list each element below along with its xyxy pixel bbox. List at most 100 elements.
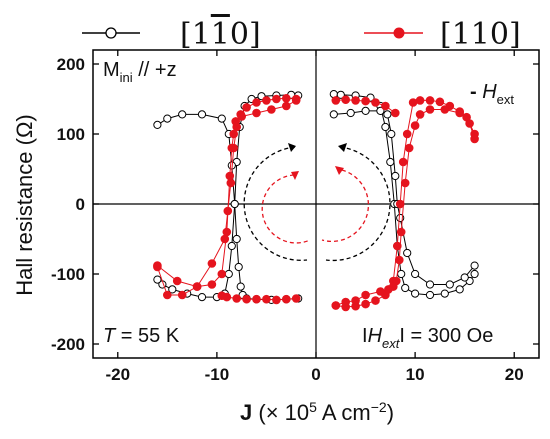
data-point — [329, 110, 338, 119]
data-point — [435, 97, 445, 107]
data-point — [197, 293, 207, 302]
data-point — [163, 114, 172, 123]
legend-marker-1-10 — [105, 27, 117, 39]
annotation-field-magnitude: IHextI = 300 Oe — [362, 325, 493, 351]
data-point — [395, 199, 405, 209]
data-point — [197, 110, 207, 119]
data-point — [425, 290, 435, 300]
data-point — [384, 285, 393, 294]
series-line — [157, 94, 299, 298]
data-point — [361, 299, 370, 309]
data-point — [291, 294, 301, 303]
data-point — [425, 105, 435, 114]
data-point — [460, 273, 469, 282]
data-point — [394, 255, 404, 265]
data-point — [415, 96, 425, 105]
series-1-branch — [329, 106, 479, 289]
legend-label-110: [110] — [440, 17, 521, 52]
series-line — [156, 97, 297, 296]
data-point — [237, 112, 246, 121]
series-2-branch — [217, 291, 301, 305]
data-point — [391, 171, 400, 181]
y-tick-label: -100 — [51, 265, 85, 284]
data-point — [331, 96, 341, 105]
data-point — [361, 106, 370, 116]
data-point — [217, 269, 227, 279]
legend-label-1-10: [110] — [180, 17, 261, 52]
data-point — [242, 294, 251, 304]
series-2-branch — [153, 96, 301, 291]
data-point — [281, 101, 291, 111]
data-point — [229, 129, 238, 139]
data-point — [455, 108, 465, 118]
data-point — [341, 297, 351, 307]
data-point — [234, 262, 243, 272]
data-point — [252, 108, 261, 118]
data-point — [222, 292, 232, 302]
data-point — [371, 98, 380, 107]
y-tick-label: 100 — [57, 125, 85, 144]
data-point — [390, 108, 400, 118]
data-point — [440, 289, 449, 298]
data-point — [392, 241, 402, 251]
data-point — [455, 285, 464, 294]
data-point — [383, 110, 392, 119]
data-point — [403, 248, 412, 258]
x-tick-label: 10 — [406, 365, 425, 384]
data-point — [386, 157, 395, 167]
data-point — [425, 96, 435, 105]
series-2-branch — [153, 94, 301, 300]
data-point — [470, 269, 479, 279]
data-point — [400, 178, 410, 188]
data-point — [331, 301, 341, 310]
data-point — [376, 287, 385, 296]
data-point — [351, 296, 360, 305]
inner-arrowhead-left — [291, 171, 299, 180]
data-point — [440, 105, 450, 114]
data-point — [227, 241, 236, 251]
data-point — [361, 290, 370, 300]
data-point — [252, 98, 261, 107]
data-point — [153, 120, 162, 130]
data-point — [272, 295, 281, 305]
data-point — [226, 178, 236, 188]
data-point — [222, 227, 232, 237]
data-point — [242, 103, 251, 112]
y-tick-label: 0 — [76, 195, 85, 214]
data-point — [178, 110, 187, 119]
data-point — [230, 199, 239, 209]
rotation-arrows — [243, 143, 391, 262]
inner-dashed-arc-left — [261, 174, 311, 244]
data-point — [267, 105, 276, 114]
data-point — [177, 290, 187, 300]
data-point — [415, 110, 425, 119]
data-point — [232, 294, 241, 303]
inner-dashed-arc-right — [321, 169, 369, 243]
x-tick-label: -10 — [205, 365, 230, 384]
x-axis-title: J (× 105 A cm−2) — [240, 399, 394, 425]
data-point — [361, 96, 370, 106]
x-tick-label: -20 — [105, 365, 130, 384]
data-point — [232, 234, 241, 244]
data-point — [470, 261, 479, 270]
data-point — [207, 280, 217, 289]
data-point — [341, 95, 351, 104]
y-tick-label: -200 — [51, 335, 85, 354]
data-point — [387, 129, 396, 139]
data-point — [404, 143, 414, 153]
y-tick-label: 200 — [57, 55, 85, 74]
legend-marker-110 — [393, 27, 405, 39]
data-point — [425, 280, 435, 289]
inner-arrowhead-right — [335, 166, 344, 175]
data-point — [227, 143, 237, 153]
outer-arrowhead-right — [338, 143, 347, 152]
data-point — [217, 114, 226, 123]
data-point — [172, 276, 182, 286]
series-line — [335, 109, 476, 306]
data-point — [351, 96, 360, 105]
series-2-branch — [331, 105, 479, 310]
data-point — [470, 134, 479, 144]
data-point — [336, 90, 345, 99]
data-point — [445, 280, 454, 289]
